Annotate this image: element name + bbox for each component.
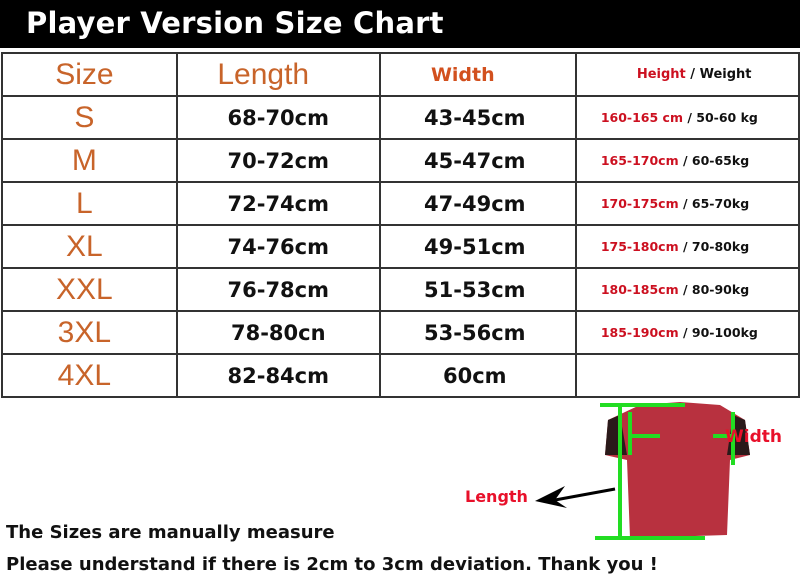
table-row: 4XL 82-84cm 60cm [1, 353, 800, 398]
weight-value: 70-80kg [691, 239, 750, 254]
header-length: Length [175, 52, 381, 97]
length-cell: 76-78cm [175, 267, 381, 312]
weight-value: 60-65kg [691, 153, 750, 168]
length-cell: 72-74cm [175, 181, 381, 226]
height-value: 165-170cm [600, 153, 679, 168]
width-cell: 43-45cm [378, 95, 577, 140]
weight-value: 90-100kg [691, 325, 758, 340]
separator: / [678, 325, 692, 340]
header-size: Size [1, 52, 178, 97]
height-value: 185-190cm [600, 325, 679, 340]
width-cell: 47-49cm [378, 181, 577, 226]
height-weight-cell [574, 353, 800, 398]
note-line-2: Please understand if there is 2cm to 3cm… [6, 554, 658, 575]
header-weight: Weight [699, 67, 752, 82]
chart-title: Player Version Size Chart [26, 6, 444, 40]
length-cell: 78-80cn [175, 310, 381, 355]
size-cell: 4XL [1, 353, 178, 398]
width-cell: 60cm [378, 353, 577, 398]
length-cell: 70-72cm [175, 138, 381, 183]
height-weight-cell: 175-180cm / 70-80kg [574, 224, 800, 269]
width-cell: 49-51cm [378, 224, 577, 269]
size-table: Size Length Width Height / Weight S 68-7… [1, 52, 800, 398]
separator: / [685, 67, 700, 82]
height-value: 170-175cm [600, 196, 679, 211]
table-row: XL 74-76cm 49-51cm 175-180cm / 70-80kg [1, 224, 800, 269]
height-weight-cell: 170-175cm / 65-70kg [574, 181, 800, 226]
length-cell: 82-84cm [175, 353, 381, 398]
size-cell: M [1, 138, 178, 183]
arrow-icon [535, 486, 616, 508]
header-height-weight: Height / Weight [574, 52, 800, 97]
height-weight-cell: 185-190cm / 90-100kg [574, 310, 800, 355]
length-cell: 74-76cm [175, 224, 381, 269]
size-cell: XL [1, 224, 178, 269]
header-height: Height [636, 67, 686, 82]
header-width: Width [378, 52, 577, 97]
height-weight-cell: 165-170cm / 60-65kg [574, 138, 800, 183]
width-label: Width [725, 427, 782, 447]
table-row: M 70-72cm 45-47cm 165-170cm / 60-65kg [1, 138, 800, 183]
width-cell: 45-47cm [378, 138, 577, 183]
size-cell: L [1, 181, 178, 226]
size-cell: S [1, 95, 178, 140]
table-row: XXL 76-78cm 51-53cm 180-185cm / 80-90kg [1, 267, 800, 312]
width-cell: 53-56cm [378, 310, 577, 355]
weight-value: 80-90kg [691, 282, 750, 297]
height-weight-cell: 180-185cm / 80-90kg [574, 267, 800, 312]
height-value: 160-165 cm [600, 110, 683, 125]
shirt-image [605, 402, 750, 538]
size-cell: 3XL [1, 310, 178, 355]
note-line-1: The Sizes are manually measure [6, 522, 335, 543]
separator: / [678, 196, 692, 211]
weight-value: 65-70kg [691, 196, 750, 211]
table-row: L 72-74cm 47-49cm 170-175cm / 65-70kg [1, 181, 800, 226]
size-cell: XXL [1, 267, 178, 312]
separator: / [678, 153, 692, 168]
separator: / [678, 282, 692, 297]
separator: / [682, 110, 697, 125]
title-bar: Player Version Size Chart [0, 0, 800, 48]
shirt-diagram: Length Width [465, 402, 782, 540]
table-row: 3XL 78-80cn 53-56cm 185-190cm / 90-100kg [1, 310, 800, 355]
height-weight-cell: 160-165 cm / 50-60 kg [574, 95, 800, 140]
height-value: 175-180cm [600, 239, 679, 254]
length-label: Length [465, 487, 528, 506]
length-cell: 68-70cm [175, 95, 381, 140]
measure-guides [595, 403, 735, 540]
weight-value: 50-60 kg [696, 110, 758, 125]
height-value: 180-185cm [600, 282, 679, 297]
table-row: S 68-70cm 43-45cm 160-165 cm / 50-60 kg [1, 95, 800, 140]
width-cell: 51-53cm [378, 267, 577, 312]
separator: / [678, 239, 692, 254]
table-header-row: Size Length Width Height / Weight [1, 52, 800, 97]
